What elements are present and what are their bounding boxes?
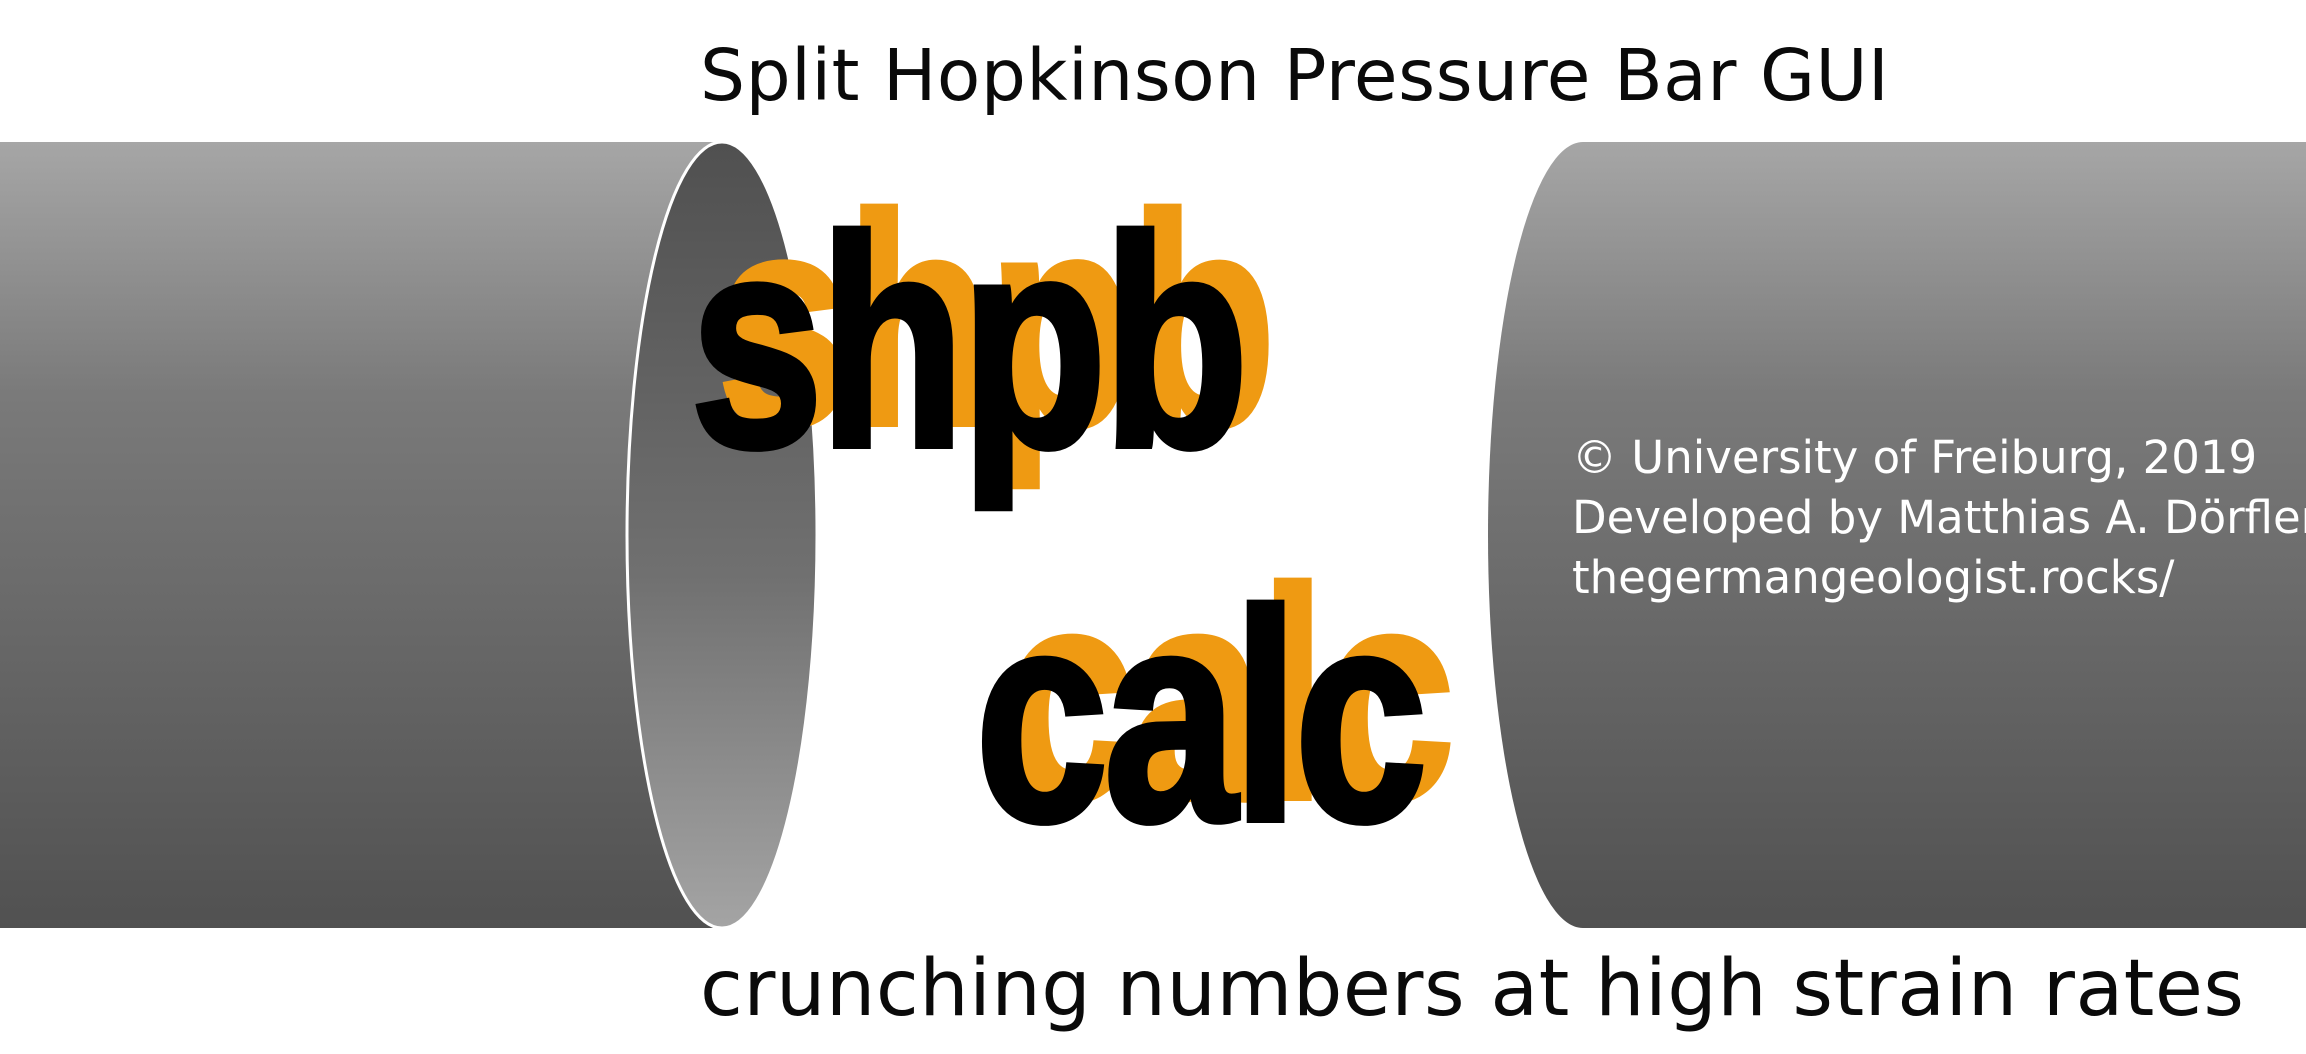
logo-word-shpb-shadow: shpb: [715, 152, 1279, 488]
logo-word-shpb: shpb shpb: [688, 167, 1279, 495]
tagline: crunching numbers at high strain rates: [700, 944, 2245, 1034]
transmitted-bar: [1488, 142, 2306, 928]
incident-bar: [0, 140, 819, 930]
logo-word-shpb-text: shpb: [688, 174, 1252, 510]
website-link[interactable]: thegermangeologist.rocks/: [1572, 551, 2175, 604]
app-title: Split Hopkinson Pressure Bar GUI: [700, 34, 1890, 117]
logo-word-calc-shadow: calc: [1000, 526, 1458, 862]
credits-block: © University of Freiburg, 2019 Developed…: [1572, 428, 2306, 608]
developer-text: Developed by Matthias A. Dörfler: [1572, 491, 2306, 544]
copyright-text: © University of Freiburg, 2019: [1572, 431, 2258, 484]
logo-word-calc-text: calc: [973, 548, 1431, 884]
transmitted-bar-body: [1488, 142, 2306, 928]
incident-bar-body: [0, 142, 817, 928]
logo-word-calc: calc calc: [973, 541, 1458, 869]
incident-bar-end-face: [625, 140, 819, 930]
